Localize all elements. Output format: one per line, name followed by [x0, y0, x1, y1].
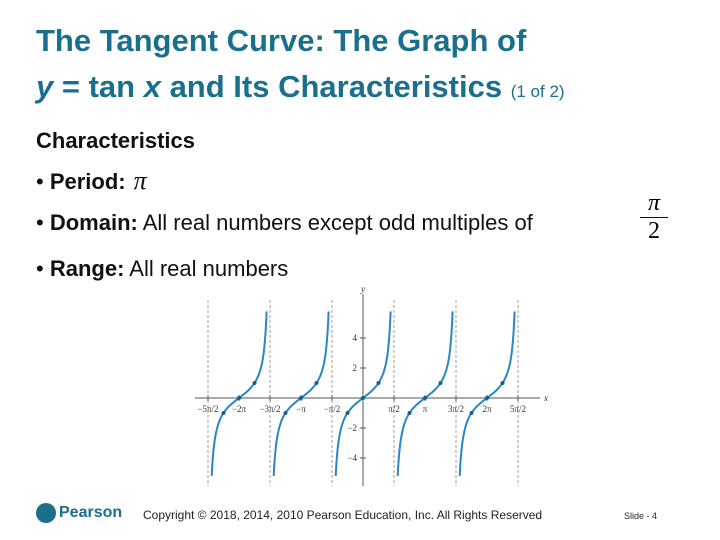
logo: Pearson: [36, 503, 122, 523]
tangent-branch: [210, 311, 268, 477]
numerator: π: [640, 190, 668, 218]
curve-point: [252, 381, 257, 385]
x-tick-label: −2π: [232, 404, 247, 414]
curve-point: [469, 411, 474, 415]
bullet: • Period: π: [36, 166, 147, 195]
bullet-label: Domain:: [49, 210, 138, 235]
title-note: (1 of 2): [510, 82, 565, 101]
denominator: 2: [648, 218, 660, 244]
x-tick-label: −3π/2: [259, 404, 280, 414]
curve-point: [237, 396, 241, 400]
curve-point: [485, 396, 489, 400]
x-tick-label: −π/2: [324, 404, 341, 414]
curve-point: [376, 381, 381, 385]
x-axis-label: x: [543, 393, 548, 403]
curve-point: [423, 396, 427, 400]
x-tick-label: π/2: [388, 404, 400, 414]
tangent-branch: [458, 311, 516, 477]
curve-point: [438, 381, 443, 385]
bullet-label: Period:: [49, 169, 126, 194]
title-line: The Tangent Curve: The Graph of: [36, 23, 527, 58]
title-var: y: [36, 69, 54, 104]
y-axis-label: y: [360, 284, 365, 294]
x-tick-label: −π: [296, 404, 306, 414]
curve-point: [500, 381, 505, 385]
bullet-text: All real numbers: [129, 256, 289, 281]
slide-number: Slide - 4: [624, 511, 658, 521]
copyright: Copyright © 2018, 2014, 2010 Pearson Edu…: [143, 508, 543, 522]
title-text: and Its Characteristics: [160, 69, 511, 104]
x-tick-label: 2π: [482, 404, 492, 414]
bullet: • Range: All real numbers: [36, 256, 289, 281]
y-tick-label: 2: [353, 363, 358, 373]
tangent-branch: [396, 311, 454, 477]
y-tick-label: −2: [347, 423, 357, 433]
x-tick-label: −5π/2: [197, 404, 218, 414]
x-tick-label: 5π/2: [510, 404, 526, 414]
curve-point: [299, 396, 303, 400]
y-tick-label: −4: [347, 453, 357, 463]
x-tick-label: π: [423, 404, 428, 414]
title: The Tangent Curve: The Graph of y = tan …: [36, 18, 565, 115]
logo-text: Pearson: [59, 504, 123, 522]
bullet-label: Range:: [49, 256, 125, 281]
title-text: = tan: [53, 69, 144, 104]
bullet-text: π: [133, 166, 147, 195]
curve-point: [283, 411, 288, 415]
tangent-branch: [272, 311, 330, 477]
curve-point: [361, 396, 365, 400]
curve-point: [221, 411, 226, 415]
bullet-text: All real numbers except odd multiples of: [142, 210, 533, 235]
section-heading: Characteristics: [36, 128, 195, 153]
curve-point: [345, 411, 350, 415]
x-tick-label: 3π/2: [448, 404, 464, 414]
curve-point: [407, 411, 412, 415]
curve-point: [314, 381, 319, 385]
title-line: y = tan x and Its Characteristics (1 of …: [36, 64, 565, 115]
title-var: x: [143, 69, 161, 104]
y-tick-label: 4: [353, 333, 358, 343]
bullet: • Domain: All real numbers except odd mu…: [36, 210, 533, 235]
